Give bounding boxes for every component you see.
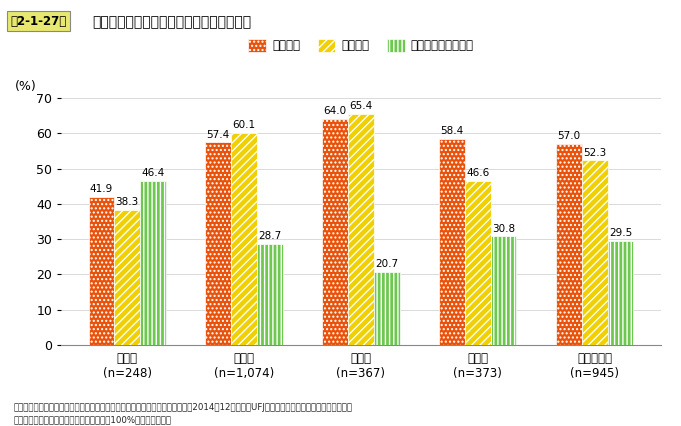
Bar — [556, 144, 582, 345]
Text: 58.4: 58.4 — [441, 126, 464, 136]
Text: 第2-1-27図: 第2-1-27図 — [10, 15, 67, 28]
Text: 20.7: 20.7 — [375, 259, 398, 269]
Text: 業種別、市場別に見た販路開拓の取組状況: 業種別、市場別に見た販路開拓の取組状況 — [92, 15, 251, 29]
Bar — [491, 236, 516, 345]
Y-axis label: (%): (%) — [14, 80, 36, 93]
Text: 28.7: 28.7 — [258, 231, 281, 241]
Bar — [607, 241, 633, 345]
Bar — [140, 181, 165, 345]
Text: 57.0: 57.0 — [558, 131, 581, 141]
Bar — [231, 133, 257, 345]
Legend: 既存市場, 新規市場, 販路開拓の取組なし: 既存市場, 新規市場, 販路開拓の取組なし — [244, 35, 478, 57]
Text: 29.5: 29.5 — [609, 228, 632, 238]
Text: 52.3: 52.3 — [583, 148, 606, 158]
Bar — [322, 119, 348, 345]
Text: 38.3: 38.3 — [116, 197, 139, 207]
Text: 資料：中小企業庁委託「「市場開拓」と「新たな取り組み」に関する調査」（2014年12月、三菱UFJリサーチ＆コンサルティング（株））: 資料：中小企業庁委託「「市場開拓」と「新たな取り組み」に関する調査」（2014年… — [14, 403, 353, 412]
Bar — [114, 210, 140, 345]
Text: 57.4: 57.4 — [206, 130, 230, 140]
Bar — [257, 244, 283, 345]
Text: 46.4: 46.4 — [141, 168, 164, 178]
Text: 60.1: 60.1 — [232, 120, 255, 130]
Text: 64.0: 64.0 — [323, 106, 347, 116]
Text: 65.4: 65.4 — [349, 101, 373, 111]
Bar — [465, 181, 491, 345]
Bar — [582, 161, 607, 345]
Text: 30.8: 30.8 — [492, 224, 515, 233]
Bar — [439, 139, 465, 345]
Bar — [206, 142, 231, 345]
Text: （注）　複数回答のため、合計は必ずしも100%にはならない。: （注） 複数回答のため、合計は必ずしも100%にはならない。 — [14, 415, 172, 424]
Bar — [348, 114, 374, 345]
Text: 46.6: 46.6 — [466, 168, 490, 178]
Bar — [89, 197, 114, 345]
Text: 41.9: 41.9 — [90, 184, 113, 194]
Bar — [374, 272, 400, 345]
